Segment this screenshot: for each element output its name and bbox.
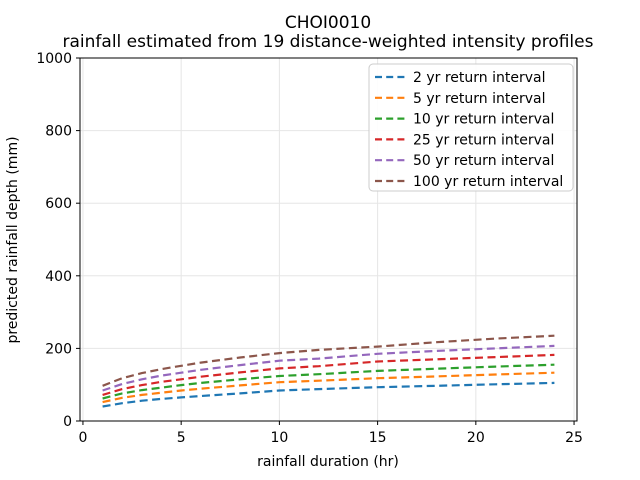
plot-border <box>79 57 578 422</box>
chart-title: CHOI0010 <box>285 13 371 33</box>
y-tick-label: 600 <box>45 196 72 212</box>
series-line-100-yr-return-interval <box>102 334 555 387</box>
series-line-25-yr-return-interval <box>102 353 555 396</box>
x-tick-label: 25 <box>565 430 583 446</box>
y-ticks: 0 200 400 600 800 1000 <box>36 51 80 430</box>
x-tick-label: 15 <box>369 430 387 446</box>
legend-label: 100 yr return interval <box>413 174 563 190</box>
legend-box <box>368 63 574 192</box>
series-line-10-yr-return-interval <box>102 363 555 400</box>
legend-label: 25 yr return interval <box>413 132 554 148</box>
series-line-2-yr-return-interval <box>102 381 555 408</box>
y-tick-label: 800 <box>45 124 72 140</box>
legend-label: 50 yr return interval <box>413 153 554 169</box>
legend: 2 yr return interval 5 yr return interval… <box>368 63 574 192</box>
legend-label: 10 yr return interval <box>413 112 554 128</box>
legend-label: 5 yr return interval <box>413 91 545 107</box>
y-tick-label: 400 <box>45 269 72 285</box>
x-tick-label: 10 <box>270 430 288 446</box>
series-lines <box>102 334 555 408</box>
x-axis-label: rainfall duration (hr) <box>257 454 399 470</box>
x-tick-label: 20 <box>467 430 485 446</box>
y-tick-label: 0 <box>63 414 72 430</box>
y-axis-label: predicted rainfall depth (mm) <box>5 136 21 343</box>
chart-subtitle: rainfall estimated from 19 distance-weig… <box>63 32 594 52</box>
x-tick-label: 0 <box>78 430 87 446</box>
x-tick-label: 5 <box>177 430 186 446</box>
series-line-5-yr-return-interval <box>102 371 555 404</box>
x-ticks: 0 5 10 15 20 25 <box>78 421 583 446</box>
y-tick-label: 200 <box>45 341 72 357</box>
series-line-50-yr-return-interval <box>102 344 555 392</box>
y-tick-label: 1000 <box>36 51 72 67</box>
legend-label: 2 yr return interval <box>413 70 545 86</box>
